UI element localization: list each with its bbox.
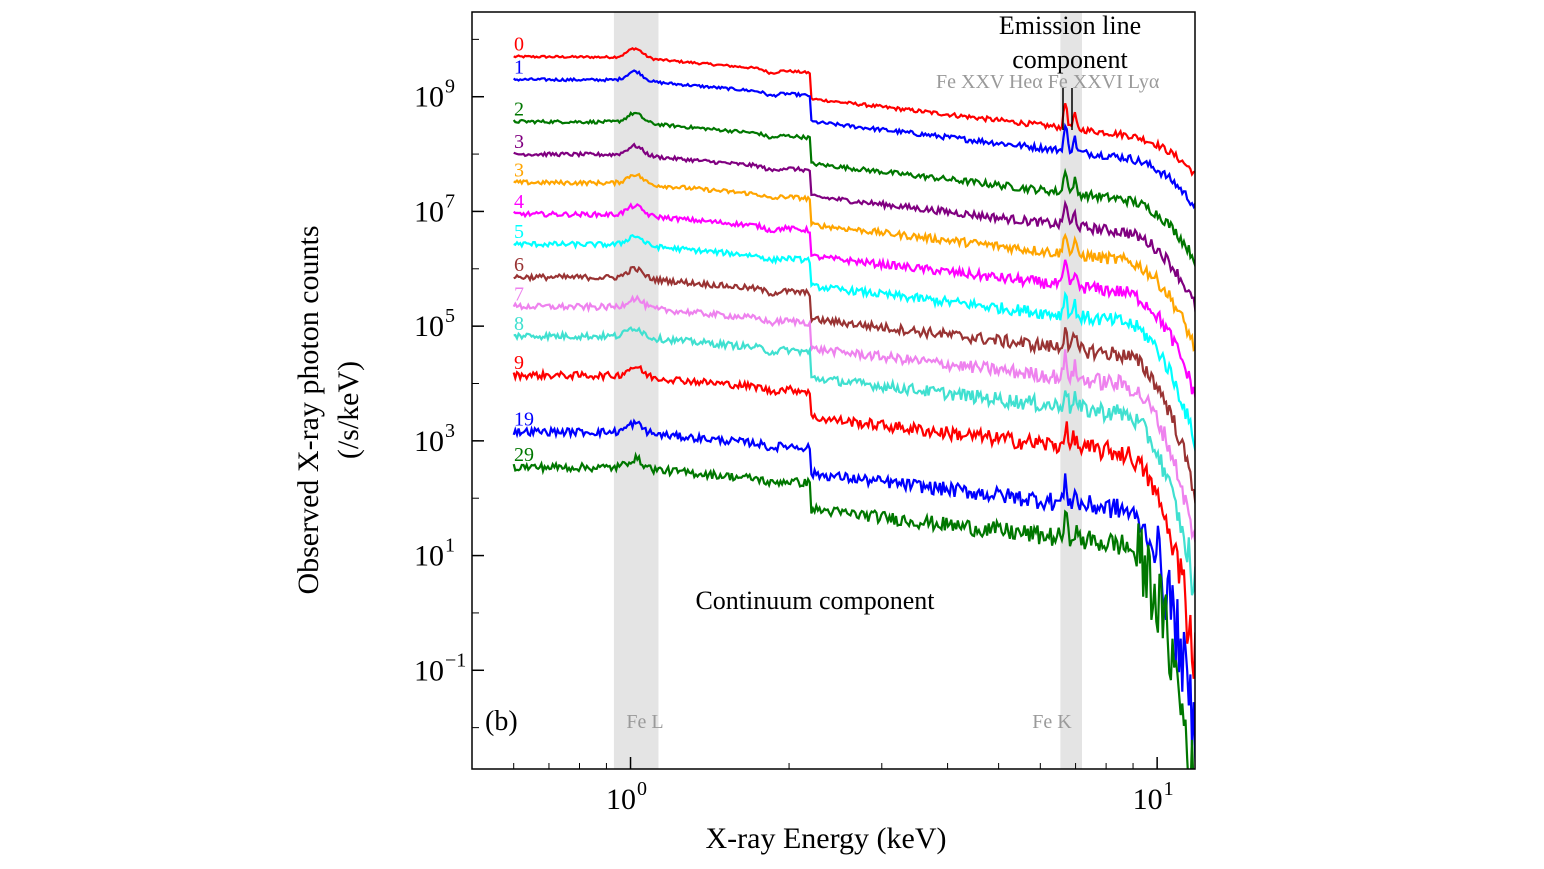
shaded-bands xyxy=(613,12,1083,769)
y-axis-title-line2: (/s/keV) xyxy=(332,361,365,459)
series-line-3 xyxy=(513,142,1195,314)
series-line-3 xyxy=(513,172,1195,352)
y-tick-label: 107 xyxy=(414,190,455,228)
emission-line-label-1: Emission line xyxy=(999,11,1141,40)
series-line-8 xyxy=(513,326,1195,601)
series-label-2: 2 xyxy=(514,98,524,120)
panel-label: (b) xyxy=(485,706,518,737)
series-line-7 xyxy=(512,294,1195,545)
series-line-1 xyxy=(512,69,1195,210)
band-fe-l xyxy=(613,12,659,769)
series-line-4 xyxy=(513,202,1195,401)
y-tick-label: 103 xyxy=(414,420,455,458)
fe-line-marker-label: Fe XXV Heα Fe XXVI Lyα xyxy=(936,71,1160,93)
spectra-series xyxy=(512,46,1195,769)
emission-line-label-2: component xyxy=(1012,45,1128,74)
series-label-9: 9 xyxy=(514,352,524,374)
y-tick-label: 105 xyxy=(414,305,455,343)
series-line-6 xyxy=(513,265,1195,507)
series-labels: 01 2 3 3 4 5 6 7 8 9 19 29 xyxy=(514,34,534,466)
fe-l-band-label: Fe L xyxy=(626,711,663,733)
series-line-5 xyxy=(513,234,1195,454)
series-label-19: 19 xyxy=(514,409,534,431)
series-label-7: 7 xyxy=(514,284,524,306)
series-label-6: 6 xyxy=(514,254,524,276)
series-label-3: 3 xyxy=(514,131,524,153)
plot-frame xyxy=(471,11,1196,770)
y-axis-title-line1: Observed X-ray photon counts xyxy=(292,225,325,594)
y-tick-label: 101 xyxy=(414,535,455,573)
x-tick-label: 101 xyxy=(1133,778,1174,816)
series-label-8: 8 xyxy=(514,313,524,335)
series-label-3: 3 xyxy=(514,159,524,181)
y-tick-label: 109 xyxy=(414,76,455,114)
x-tick-label: 100 xyxy=(606,778,647,816)
continuum-label: Continuum component xyxy=(695,586,935,615)
series-line-0 xyxy=(513,46,1195,177)
series-label-29: 29 xyxy=(514,444,534,466)
series-line-19 xyxy=(512,418,1195,769)
x-axis-title: X-ray Energy (keV) xyxy=(705,822,946,855)
series-label-1: 1 xyxy=(514,56,524,78)
fe-k-band-label: Fe K xyxy=(1032,711,1072,733)
band-fe-k xyxy=(1060,12,1083,769)
series-label-4: 4 xyxy=(514,191,524,213)
series-label-0: 0 xyxy=(514,34,524,56)
series-line-9 xyxy=(512,364,1195,679)
series-label-5: 5 xyxy=(514,221,524,243)
series-line-2 xyxy=(512,110,1195,269)
y-tick-label: 10−1 xyxy=(414,649,466,687)
series-line-29 xyxy=(512,451,1195,769)
